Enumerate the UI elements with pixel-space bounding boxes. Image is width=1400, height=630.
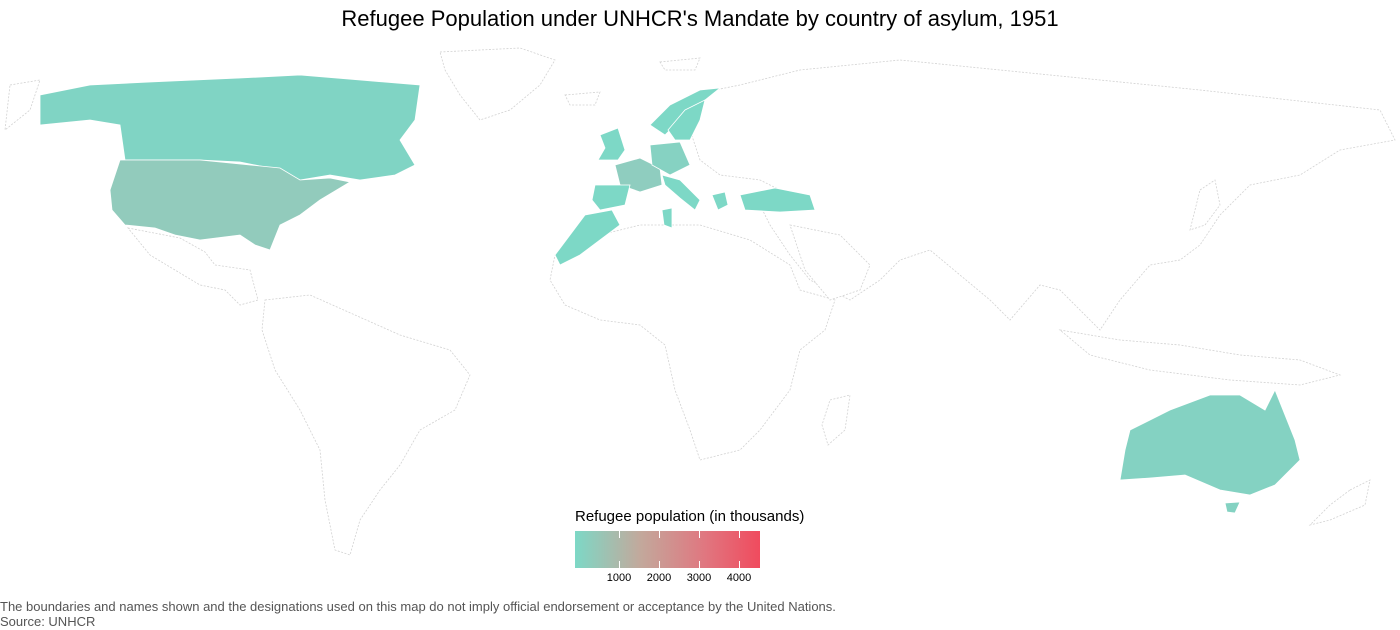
region-spain[interactable]	[591, 184, 631, 211]
map-title: Refugee Population under UNHCR's Mandate…	[341, 6, 1059, 31]
region-sweden[interactable]	[667, 99, 706, 141]
legend-tick-label: 1000	[606, 572, 632, 584]
legend-tick-mark	[659, 561, 660, 568]
region-tasmania[interactable]	[1224, 501, 1241, 514]
region-australia[interactable]	[1119, 389, 1301, 496]
land-alaska-west	[4, 79, 41, 131]
region-greece[interactable]	[711, 191, 729, 211]
region-tunisia[interactable]	[661, 207, 673, 229]
legend-tick-mark	[619, 531, 620, 538]
land-south-america	[261, 294, 471, 556]
color-legend: Refugee population (in thousands) 1000 2…	[575, 508, 835, 586]
land-mexico-central-america	[126, 227, 259, 306]
legend-tick-label: 2000	[646, 572, 672, 584]
region-morocco[interactable]	[554, 209, 621, 266]
legend-tick-mark	[659, 531, 660, 538]
land-madagascar	[821, 394, 851, 446]
world-map	[4, 47, 1396, 556]
legend-tick-label: 3000	[686, 572, 712, 584]
region-italy[interactable]	[661, 174, 701, 211]
land-new-zealand	[1308, 479, 1371, 526]
region-united-states[interactable]	[109, 159, 352, 251]
land-greenland	[439, 47, 556, 121]
legend-tick-mark	[739, 531, 740, 538]
source-text: Source: UNHCR	[0, 614, 96, 629]
land-iceland	[564, 91, 601, 106]
legend-tick-mark	[739, 561, 740, 568]
legend-tick-mark	[699, 531, 700, 538]
base-landmasses	[4, 47, 1396, 556]
land-japan	[1189, 179, 1221, 231]
legend-title: Refugee population (in thousands)	[575, 508, 805, 525]
map-footer: The boundaries and names shown and the d…	[0, 599, 836, 629]
region-united-kingdom[interactable]	[597, 127, 626, 161]
legend-tick-labels: 1000 2000 3000 4000	[575, 568, 775, 586]
disclaimer-text: The boundaries and names shown and the d…	[0, 599, 836, 614]
region-germany[interactable]	[649, 141, 691, 176]
legend-tick-mark	[619, 561, 620, 568]
shaded-countries	[39, 74, 1301, 514]
land-africa	[549, 224, 836, 461]
land-arabia	[789, 224, 871, 301]
legend-tick-mark	[699, 561, 700, 568]
land-svalbard	[659, 57, 701, 71]
legend-gradient-bar	[575, 531, 760, 568]
region-canada[interactable]	[39, 74, 421, 181]
land-indonesia	[1058, 329, 1342, 386]
legend-tick-label: 4000	[726, 572, 752, 584]
region-turkey[interactable]	[739, 187, 816, 213]
